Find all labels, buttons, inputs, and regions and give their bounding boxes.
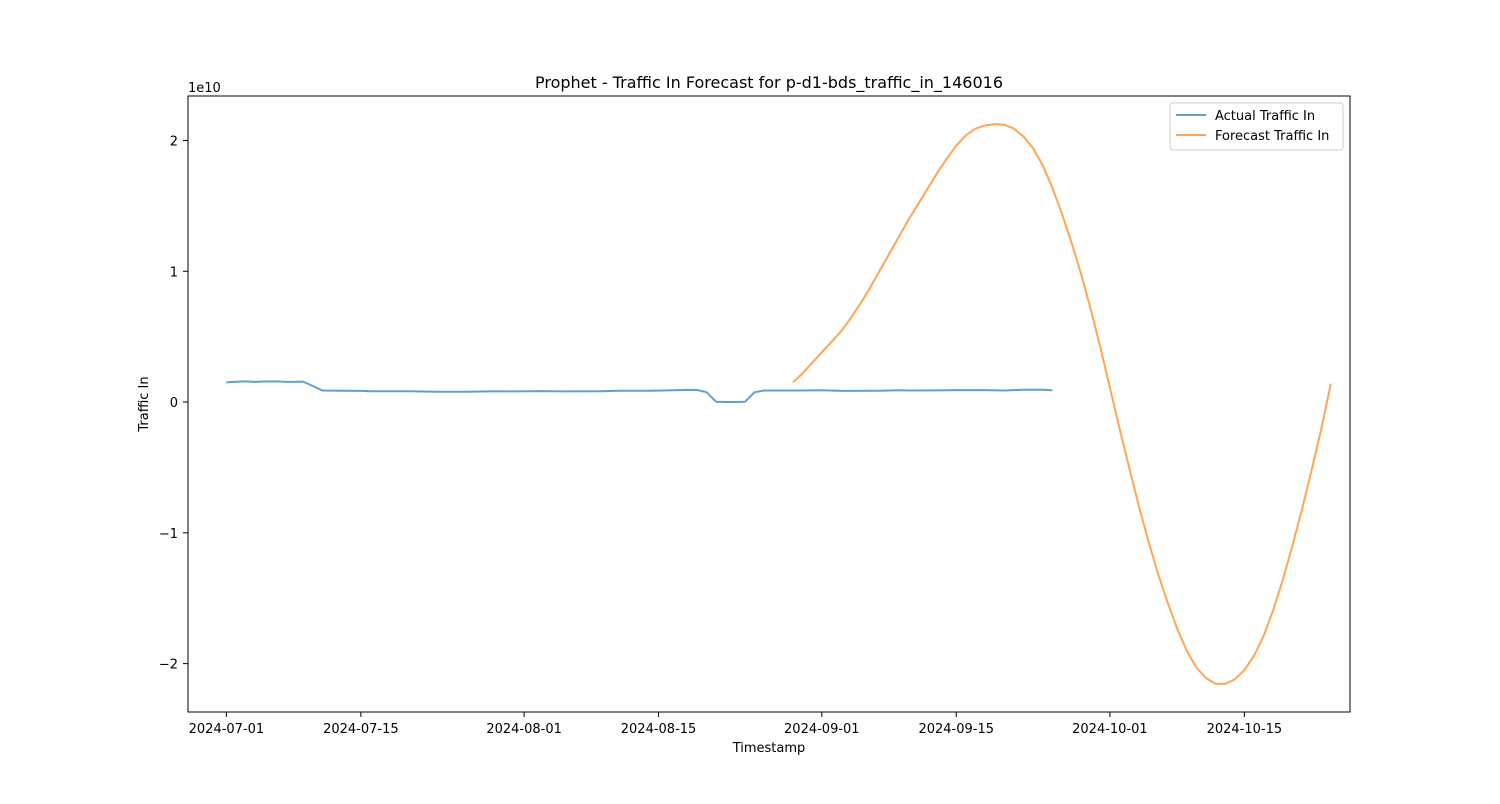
x-axis-label: Timestamp (732, 741, 806, 756)
y-axis-ticks: 2 1 0 −1 −2 (159, 134, 188, 673)
series-line-forecast (792, 123, 1332, 685)
legend-label-actual: Actual Traffic In (1215, 109, 1315, 124)
y-tick-label: 2 (170, 134, 178, 149)
y-tick-label: 0 (170, 396, 178, 411)
y-tick-label: −2 (159, 658, 178, 673)
x-tick-label: 2024-07-15 (323, 722, 399, 737)
y-tick-label: 1 (170, 265, 178, 280)
legend-box (1169, 102, 1344, 151)
x-tick-label: 2024-10-15 (1207, 722, 1283, 737)
chart-title: Prophet - Traffic In Forecast for p-d1-b… (535, 73, 1003, 93)
x-tick-label: 2024-10-01 (1072, 722, 1148, 737)
x-tick-label: 2024-09-15 (918, 722, 994, 737)
series-line-actual (226, 380, 1053, 403)
x-tick-label: 2024-08-01 (486, 722, 562, 737)
x-tick-label: 2024-07-01 (189, 722, 265, 737)
series-layer (226, 123, 1332, 685)
x-tick-label: 2024-08-15 (621, 722, 697, 737)
plot-frame (187, 95, 1351, 713)
y-axis-label: Traffic In (137, 376, 152, 432)
y-tick-label: −1 (159, 527, 178, 542)
y-axis-multiplier: 1e10 (188, 81, 221, 96)
legend-label-forecast: Forecast Traffic In (1215, 129, 1329, 144)
x-tick-label: 2024-09-01 (784, 722, 860, 737)
x-axis-ticks: 2024-07-01 2024-07-15 2024-08-01 2024-08-15… (189, 712, 1283, 737)
legend: Actual Traffic In Forecast Traffic In (1169, 102, 1344, 151)
